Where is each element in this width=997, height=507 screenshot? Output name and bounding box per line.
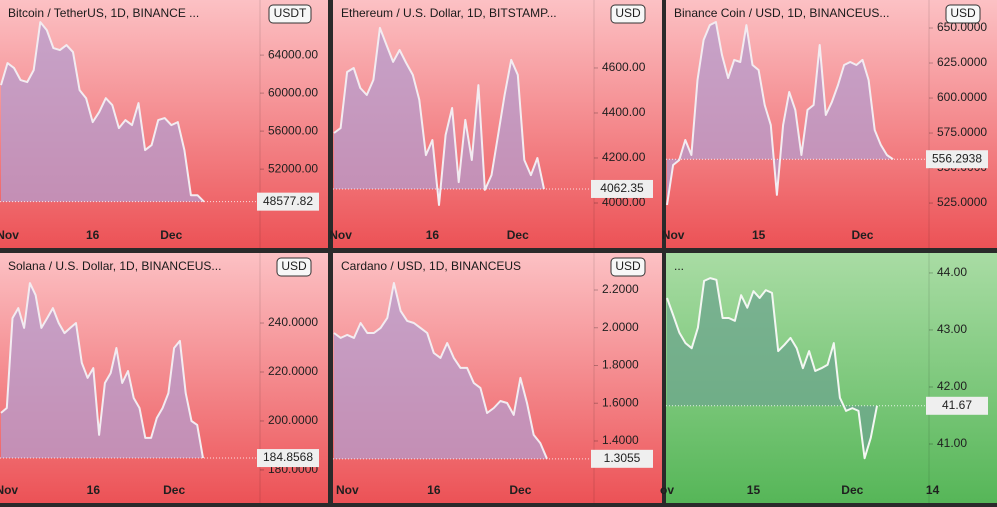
x-tick-label: Nov bbox=[662, 228, 685, 242]
y-tick-label: 60000.00 bbox=[268, 85, 318, 99]
last-price-box bbox=[591, 179, 653, 198]
last-price-label: 556.2938 bbox=[932, 151, 982, 165]
x-tick-label: 15 bbox=[752, 228, 766, 242]
x-tick-label: 14 bbox=[926, 483, 940, 497]
y-tick-label: 1.6000 bbox=[602, 395, 639, 409]
x-tick-label: Dec bbox=[163, 483, 185, 497]
area bbox=[667, 278, 877, 459]
currency-label: USDT bbox=[274, 6, 307, 20]
x-tick-label: ov bbox=[660, 483, 674, 497]
chart-panel: 180.0000200.0000220.0000240.0000Nov16Dec… bbox=[0, 253, 328, 503]
chart-title: Cardano / USD, 1D, BINANCEUS bbox=[341, 259, 521, 273]
x-tick-label: Dec bbox=[160, 228, 182, 242]
last-price-box bbox=[591, 449, 653, 468]
last-price-box bbox=[257, 449, 319, 468]
x-tick-label: Dec bbox=[851, 228, 873, 242]
x-tick-label: Nov bbox=[0, 228, 19, 242]
currency-badge bbox=[945, 4, 981, 24]
price-line bbox=[666, 277, 878, 460]
chart-title: Ethereum / U.S. Dollar, 1D, BITSTAMP... bbox=[341, 6, 557, 20]
y-tick-label: 44.00 bbox=[937, 265, 967, 279]
y-tick-label: 1.8000 bbox=[602, 358, 639, 372]
y-tick-label: 650.0000 bbox=[937, 20, 987, 34]
last-price-box bbox=[257, 192, 319, 211]
chart-title: ... bbox=[674, 259, 684, 273]
price-line bbox=[333, 26, 545, 206]
x-tick-label: 16 bbox=[86, 228, 100, 242]
chart-panel: 52000.00 56000.00 60000.00 64000.00 Nov 16 Dec… bbox=[0, 0, 328, 248]
price-line bbox=[333, 282, 548, 460]
y-tick-label: 64000.00 bbox=[268, 47, 318, 61]
chart-panel: 1.4000 1.6000 1.8000 2.0000 2.2000 Nov 16 Dec 1.… bbox=[333, 253, 662, 503]
x-tick-label: 15 bbox=[747, 483, 761, 497]
last-price-label: 41.67 bbox=[942, 398, 972, 412]
x-tick-label: 16 bbox=[427, 483, 441, 497]
y-tick-label: 56000.00 bbox=[268, 123, 318, 137]
x-tick-label: Nov bbox=[336, 483, 359, 497]
last-price-box bbox=[926, 150, 988, 169]
plot bbox=[0, 21, 260, 203]
area bbox=[334, 27, 544, 206]
y-tick-label: 4000.00 bbox=[602, 195, 646, 209]
currency-badge bbox=[276, 257, 312, 277]
chart-title: Bitcoin / TetherUS, 1D, BINANCE ... bbox=[8, 6, 199, 20]
plot bbox=[0, 282, 260, 459]
area bbox=[1, 283, 203, 459]
last-price-label: 4062.35 bbox=[600, 181, 644, 195]
y-tick-label: 575.0000 bbox=[937, 125, 987, 139]
last-price-label: 1.3055 bbox=[604, 451, 641, 465]
y-tick-label: 43.00 bbox=[937, 322, 967, 336]
plot bbox=[666, 21, 929, 206]
y-tick-label: 1.4000 bbox=[602, 433, 639, 447]
chart-title: Solana / U.S. Dollar, 1D, BINANCEUS... bbox=[8, 259, 221, 273]
area bbox=[667, 22, 893, 205]
y-tick-label: 2.0000 bbox=[602, 320, 639, 334]
currency-badge bbox=[610, 257, 646, 277]
y-tick-label: 600.0000 bbox=[937, 90, 987, 104]
area bbox=[1, 22, 204, 202]
y-tick-label: 2.2000 bbox=[602, 282, 639, 296]
currency-label: USD bbox=[615, 259, 641, 273]
y-tick-label: 42.00 bbox=[937, 379, 967, 393]
last-price-label: 48577.82 bbox=[263, 194, 313, 208]
y-tick-label: 525.0000 bbox=[937, 195, 987, 209]
y-tick-label: 52000.00 bbox=[268, 161, 318, 175]
price-line bbox=[0, 282, 204, 459]
area bbox=[334, 283, 547, 459]
currency-label: USD bbox=[615, 6, 641, 20]
chart-panel: 41.00 42.00 43.00 44.00 ov 15 Dec 14 41.67... bbox=[660, 253, 997, 503]
x-tick-label: Nov bbox=[0, 483, 18, 497]
price-line bbox=[0, 21, 205, 203]
plot bbox=[666, 277, 929, 460]
chart-panel: 525.0000550.0000575.0000600.0000625.0000… bbox=[662, 0, 997, 248]
plot bbox=[333, 26, 594, 206]
x-tick-label: 16 bbox=[426, 228, 440, 242]
plot bbox=[333, 282, 594, 460]
y-tick-label: 41.00 bbox=[937, 436, 967, 450]
y-tick-label: 625.0000 bbox=[937, 55, 987, 69]
y-tick-label: 4200.00 bbox=[602, 150, 646, 164]
last-price-box bbox=[926, 396, 988, 415]
chart-panel: 4000.00 4200.00 4400.00 4600.00 Nov 16 Dec 4062… bbox=[329, 0, 662, 248]
chart-title: Binance Coin / USD, 1D, BINANCEUS... bbox=[674, 6, 889, 20]
y-tick-label: 4400.00 bbox=[602, 105, 646, 119]
y-tick-label: 200.0000 bbox=[268, 413, 318, 427]
x-tick-label: Nov bbox=[329, 228, 352, 242]
x-tick-label: Dec bbox=[841, 483, 863, 497]
x-tick-label: 16 bbox=[87, 483, 101, 497]
x-tick-label: Dec bbox=[509, 483, 531, 497]
x-tick-label: Dec bbox=[507, 228, 529, 242]
currency-label: USD bbox=[950, 6, 976, 20]
currency-badge bbox=[268, 4, 312, 24]
y-tick-label: 220.0000 bbox=[268, 364, 318, 378]
y-tick-label: 240.0000 bbox=[268, 315, 318, 329]
price-line bbox=[666, 21, 894, 206]
currency-badge bbox=[610, 4, 646, 24]
last-price-label: 184.8568 bbox=[263, 450, 313, 464]
y-tick-label: 4600.00 bbox=[602, 60, 646, 74]
currency-label: USD bbox=[281, 259, 307, 273]
